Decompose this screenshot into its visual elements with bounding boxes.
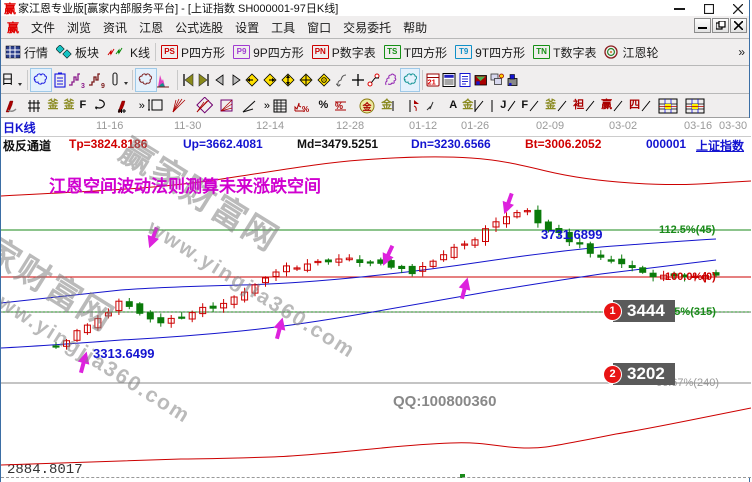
svg-text:%: % <box>302 105 309 114</box>
svg-text:21: 21 <box>428 77 436 86</box>
svg-text:%: % <box>335 101 343 111</box>
svg-text:3: 3 <box>81 83 85 88</box>
svg-text:日: 日 <box>1 72 14 87</box>
svg-text:金: 金 <box>362 101 373 112</box>
svg-text:9: 9 <box>101 83 105 88</box>
